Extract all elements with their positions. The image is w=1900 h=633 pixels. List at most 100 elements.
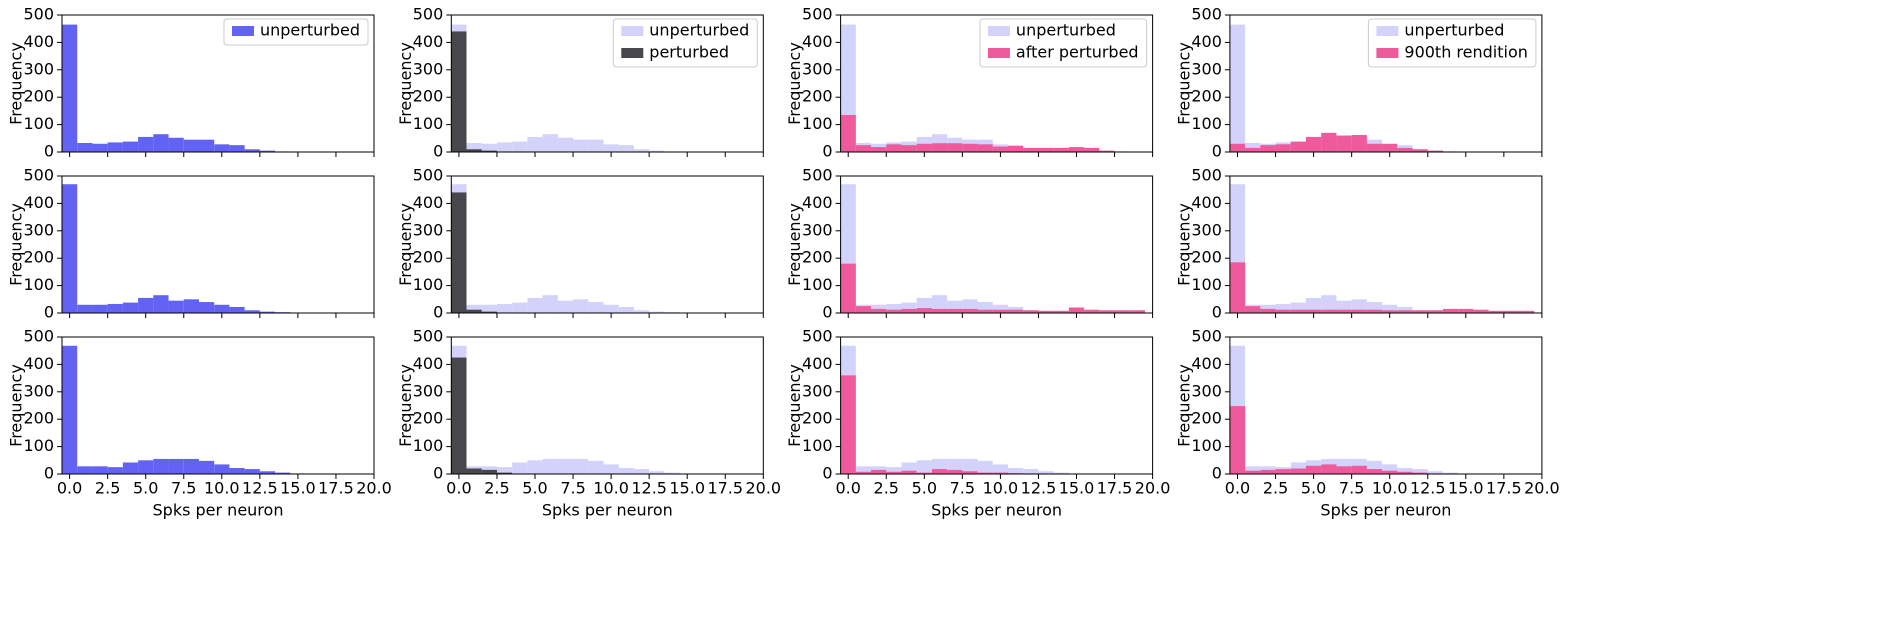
legend-label: 900th rendition (1404, 43, 1528, 62)
y-tick-label: 100 (802, 114, 833, 133)
bar (633, 469, 650, 474)
y-tick-label: 0 (822, 142, 832, 161)
bar (92, 466, 108, 474)
bar (244, 310, 260, 313)
y-tick-label: 500 (413, 166, 444, 185)
legend-label: after perturbed (1016, 43, 1139, 62)
x-tick-label: 5.0 (912, 479, 937, 498)
plot-area (840, 24, 1130, 152)
bar (664, 472, 680, 474)
bar (1427, 150, 1443, 152)
bar (916, 143, 932, 152)
plot-area (62, 184, 306, 313)
y-tick-label: 300 (1191, 381, 1222, 400)
bar (92, 304, 108, 313)
axes-frame (840, 336, 1154, 475)
bar (557, 300, 574, 313)
bar (1382, 470, 1398, 474)
bar (168, 300, 184, 313)
bar (1245, 147, 1261, 152)
bar (1412, 149, 1428, 152)
bar (603, 144, 619, 152)
bar (916, 472, 932, 474)
bar (1336, 309, 1352, 313)
bar (1023, 147, 1039, 152)
axes-frame (61, 336, 375, 475)
bar (1084, 147, 1100, 152)
bar (198, 302, 215, 313)
bar (603, 464, 619, 474)
y-tick-label: 0 (433, 464, 443, 483)
y-tick-label: 500 (23, 166, 54, 185)
bar (481, 311, 497, 313)
bar (992, 304, 1009, 313)
bar (1260, 145, 1276, 152)
legend-swatch (231, 26, 254, 36)
bar (214, 464, 230, 474)
x-tick-label: 12.5 (242, 479, 278, 498)
x-tick-label: 7.5 (171, 479, 196, 498)
x-tick-label: 2.5 (874, 479, 899, 498)
bar (1008, 309, 1024, 313)
y-tick-label: 200 (413, 409, 444, 428)
bar (588, 460, 604, 474)
x-tick-label: 0.0 (835, 479, 860, 498)
y-tick-label: 0 (1212, 464, 1222, 483)
axes-frame (450, 336, 764, 475)
x-tick-label: 5.0 (1301, 479, 1326, 498)
bar (1442, 472, 1459, 474)
bar (153, 458, 169, 474)
bar (481, 304, 497, 313)
bar (992, 146, 1009, 152)
y-tick-label: 200 (1191, 409, 1222, 428)
bar (1382, 310, 1398, 313)
plot-area (62, 345, 306, 474)
bar (1245, 470, 1261, 474)
axes-frame (1229, 336, 1543, 475)
legend-swatch (987, 26, 1010, 36)
bar (962, 308, 978, 313)
axes-frame (840, 14, 1154, 153)
bar (542, 295, 558, 313)
bar (1068, 307, 1085, 313)
bar (183, 299, 199, 313)
y-tick-label: 500 (1191, 327, 1222, 346)
bar (496, 467, 513, 474)
bar (840, 115, 856, 152)
y-tick-label: 100 (1191, 275, 1222, 294)
y-tick-label: 300 (1191, 59, 1222, 78)
x-tick-label: 15.0 (1448, 479, 1484, 498)
x-axis-label: Spks per neuron (542, 501, 673, 520)
y-tick-label: 300 (802, 220, 833, 239)
bar (168, 137, 184, 152)
bar (92, 143, 108, 152)
bar (1351, 309, 1367, 313)
y-tick-label: 0 (1212, 142, 1222, 161)
bar (512, 302, 528, 313)
bar (1305, 297, 1322, 313)
bar (1053, 147, 1069, 152)
y-tick-label: 100 (23, 275, 54, 294)
bar (542, 134, 558, 152)
bar (481, 469, 497, 474)
bar (77, 304, 93, 313)
bar (1275, 469, 1291, 474)
bar (466, 304, 482, 313)
bar (62, 345, 78, 474)
x-axis-label: Spks per neuron (931, 501, 1062, 520)
x-tick-label: 10.0 (204, 479, 240, 498)
bar (931, 295, 948, 313)
bar (1488, 310, 1504, 313)
bar (512, 462, 528, 474)
bar (1053, 472, 1069, 474)
bar (901, 145, 917, 152)
axes-frame (450, 175, 764, 314)
bar (481, 143, 497, 152)
y-tick-label: 300 (23, 59, 54, 78)
y-tick-label: 100 (1191, 436, 1222, 455)
bar (886, 303, 902, 313)
legend-label: unperturbed (649, 21, 749, 40)
y-tick-label: 200 (413, 87, 444, 106)
bar (588, 139, 604, 152)
legend: unperturbed after perturbed (979, 18, 1148, 68)
